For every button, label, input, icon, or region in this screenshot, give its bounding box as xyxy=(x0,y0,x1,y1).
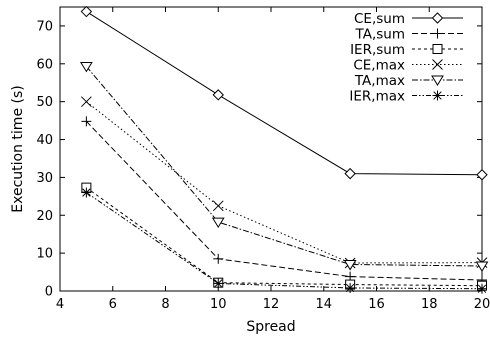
legend-marker xyxy=(432,44,443,54)
x-tick-label: 16 xyxy=(368,297,385,312)
data-point xyxy=(477,283,487,294)
data-point xyxy=(79,61,93,73)
x-axis-label: Spread xyxy=(246,319,295,335)
legend-marker xyxy=(432,90,443,101)
x-tick-label: 12 xyxy=(263,297,280,312)
legend-label: IER,sum xyxy=(350,42,405,58)
series-line-1 xyxy=(86,121,483,281)
y-axis-label: Execution time (s) xyxy=(10,85,26,212)
x-tick-label: 18 xyxy=(421,297,438,312)
legend-marker xyxy=(431,75,444,86)
data-point xyxy=(212,89,224,101)
data-point xyxy=(213,278,224,289)
legend-entry: TA,sum xyxy=(355,27,463,43)
legend-marker xyxy=(432,59,443,70)
x-tick-label: 6 xyxy=(109,297,117,312)
x-tick-label: 4 xyxy=(56,297,64,312)
data-point xyxy=(213,253,224,264)
plot-frame xyxy=(59,6,483,292)
legend-entry: IER,max xyxy=(349,89,463,105)
data-point xyxy=(345,282,356,293)
data-point xyxy=(80,5,93,18)
legend-marker xyxy=(431,12,444,24)
data-point xyxy=(81,187,92,198)
data-point xyxy=(475,261,489,272)
x-tick-label: 8 xyxy=(161,297,169,312)
legend-label: CE,sum xyxy=(354,11,405,27)
legend-entry: CE,sum xyxy=(354,11,463,27)
data-point xyxy=(81,116,92,127)
y-tick-label: 0 xyxy=(45,285,53,300)
legend-label: IER,max xyxy=(349,89,405,105)
data-point xyxy=(344,167,356,180)
y-tick-label: 60 xyxy=(36,57,53,72)
series-line-0 xyxy=(86,11,483,176)
series-line-4 xyxy=(85,66,483,267)
y-tick-label: 30 xyxy=(36,171,53,186)
legend-marker xyxy=(432,28,443,39)
y-tick-label: 20 xyxy=(36,209,53,224)
legend-entry: IER,sum xyxy=(350,42,463,58)
data-point xyxy=(81,96,92,108)
data-point xyxy=(212,200,224,212)
legend-label: TA,max xyxy=(354,73,405,89)
x-tick-label: 14 xyxy=(315,297,332,312)
series-line-2 xyxy=(86,187,483,287)
x-tick-label: 10 xyxy=(210,297,227,312)
data-point xyxy=(343,259,357,271)
y-tick-label: 50 xyxy=(36,95,53,110)
data-point xyxy=(211,217,225,229)
legend-label: TA,sum xyxy=(355,27,405,43)
data-point xyxy=(476,169,488,181)
x-tick-label: 20 xyxy=(474,297,490,312)
series-line-3 xyxy=(86,101,483,264)
legend-entry: CE,max xyxy=(353,58,463,74)
y-tick-label: 70 xyxy=(36,19,53,34)
legend-label: CE,max xyxy=(353,58,405,74)
y-tick-label: 40 xyxy=(36,133,53,148)
series-line-5 xyxy=(86,192,483,290)
y-tick-label: 10 xyxy=(36,247,53,262)
legend-entry: TA,max xyxy=(354,73,463,89)
